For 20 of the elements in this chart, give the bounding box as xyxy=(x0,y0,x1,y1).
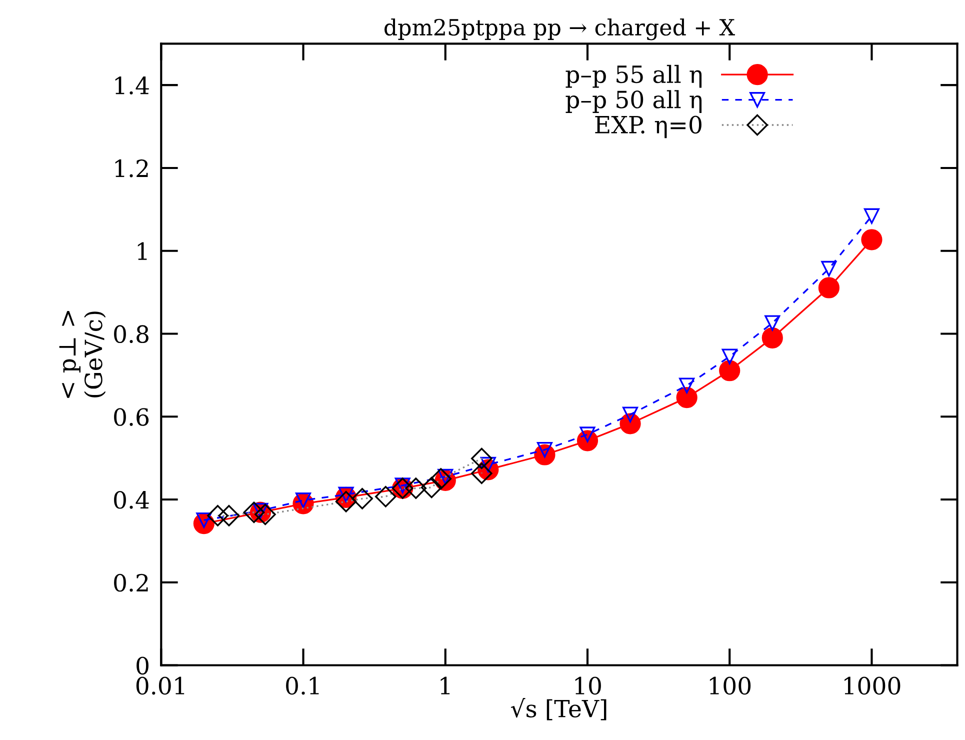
y-tick-label: 1.2 xyxy=(115,159,148,178)
x-tick-label: 1 xyxy=(440,676,450,694)
y-tick-label: 0.8 xyxy=(114,325,148,344)
legend-label: p–p 50 all η xyxy=(566,90,702,113)
y-axis-title: < p⊥ > (GeV/c) xyxy=(59,311,106,398)
y-tick-label: 0.4 xyxy=(114,490,149,509)
x-tick-label: 0.01 xyxy=(136,676,184,695)
y-tick-label: 0.6 xyxy=(114,408,149,426)
x-tick-label: 1000 xyxy=(844,676,900,695)
y-tick-label: 0.2 xyxy=(114,574,148,592)
x-axis-title: √s [TeV] xyxy=(510,698,606,720)
y-tick-label: 1.4 xyxy=(115,76,149,94)
x-tick-label: 100 xyxy=(710,676,751,695)
chart-title: dpm25ptppa pp → charged + X xyxy=(384,18,735,40)
legend-label: p–p 55 all η xyxy=(566,64,702,88)
x-tick-label: 0.1 xyxy=(286,676,319,695)
legend-label: EXP. η=0 xyxy=(595,116,702,138)
y-tick-label: 1 xyxy=(138,242,147,260)
y-tick-label: 0 xyxy=(136,656,148,675)
x-tick-label: 10 xyxy=(575,676,601,695)
